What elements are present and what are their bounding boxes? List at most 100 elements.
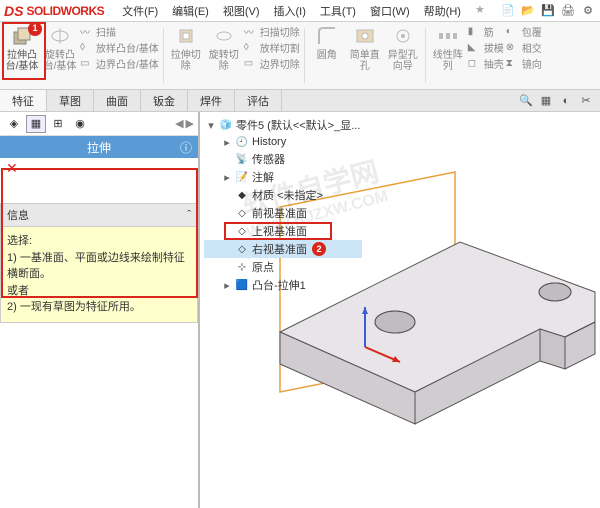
linear-pattern-button[interactable]: 线性阵 列 xyxy=(430,24,466,87)
cut-extrude-label-1: 拉伸切 xyxy=(171,50,201,61)
app-logo: DS SOLIDWORKS xyxy=(4,3,104,19)
tree-sensors[interactable]: 📡 传感器 xyxy=(204,150,362,168)
logo-ds: DS xyxy=(4,3,23,19)
tree-sensors-label: 传感器 xyxy=(252,151,285,167)
cut-revolve-button[interactable]: 旋转切 除 xyxy=(206,24,242,87)
sweep-group: 〰扫描 ◊放样凸台/基体 ▭边界凸台/基体 xyxy=(80,24,159,87)
menu-insert[interactable]: 插入(I) xyxy=(268,1,312,21)
menu-edit[interactable]: 编辑(E) xyxy=(166,1,215,21)
simple-hole-label-2: 孔 xyxy=(360,61,370,72)
view-cube-icon[interactable]: ▦ xyxy=(538,93,554,109)
sweep-button[interactable]: 〰扫描 xyxy=(80,24,159,39)
fillet-label: 圆角 xyxy=(317,50,337,61)
history-icon: 🕘 xyxy=(235,135,249,149)
shell-button[interactable]: ◻抽壳 xyxy=(468,56,504,71)
tab-sketch[interactable]: 草图 xyxy=(47,90,94,111)
simple-hole-label-1: 简单直 xyxy=(350,50,380,61)
menu-window[interactable]: 窗口(W) xyxy=(364,1,416,21)
tree-annotations[interactable]: ▸📝 注解 xyxy=(204,168,362,186)
options-icon[interactable]: ⚙ xyxy=(580,3,596,19)
print-icon[interactable]: 🖨 xyxy=(560,3,576,19)
hole-icon xyxy=(353,24,377,48)
cut-loft-button[interactable]: ◊放样切割 xyxy=(244,40,300,55)
info-header[interactable]: 信息 ˆ xyxy=(0,203,198,227)
sensor-icon: 📡 xyxy=(235,152,249,166)
fillet-icon xyxy=(315,24,339,48)
display-style-icon[interactable]: ◐ xyxy=(558,93,574,109)
menu-tools[interactable]: 工具(T) xyxy=(314,1,362,21)
panel-close-button[interactable]: ✕ xyxy=(0,158,198,179)
panel-next-icon[interactable]: ▶ xyxy=(186,117,194,130)
menu-view[interactable]: 视图(V) xyxy=(217,1,266,21)
tree-material[interactable]: ◆ 材质 <未指定> xyxy=(204,186,362,204)
tree-right-plane[interactable]: ◇ 右视基准面 2 xyxy=(204,240,362,258)
revolve-icon xyxy=(48,24,72,48)
extrude-boss-button[interactable]: 拉伸凸 台/基体 1 xyxy=(4,24,40,87)
collapse-icon[interactable]: ˆ xyxy=(187,209,191,221)
tab-feature[interactable]: 特征 xyxy=(0,90,47,111)
info-body: 选择: 1) 一基准面、平面或边线来绘制特征横断面。 或者 2) 一现有草图为特… xyxy=(0,227,198,323)
view-toolbar: 🔍 ▦ ◐ ✂ xyxy=(518,90,600,111)
wrap-button[interactable]: ◐包覆 xyxy=(506,24,542,39)
pattern-icon xyxy=(436,24,460,48)
menubar-right: 📄 📂 💾 🖨 ⚙ xyxy=(500,3,596,19)
tree-history[interactable]: ▸🕘 History xyxy=(204,134,362,150)
dim-tab-icon[interactable]: ◉ xyxy=(70,115,90,133)
hole-wizard-icon xyxy=(391,24,415,48)
viewport-panel: 软件自学网 WWW.RJZXW.COM ▾ 🧊 零件5 (默认<<默认>_显..… xyxy=(200,112,600,508)
cut-boundary-button[interactable]: ▭边界切除 xyxy=(244,56,300,71)
tree-right-label: 右视基准面 xyxy=(252,241,307,257)
tree-boss-label: 凸台-拉伸1 xyxy=(252,277,306,293)
panel-tab-icons: ◈ ▦ ⊞ ◉ ◀ ▶ xyxy=(0,112,198,136)
tree-root[interactable]: ▾ 🧊 零件5 (默认<<默认>_显... xyxy=(204,116,362,134)
open-icon[interactable]: 📂 xyxy=(520,3,536,19)
hole-wizard-button[interactable]: 异型孔 向导 xyxy=(385,24,421,87)
zoom-fit-icon[interactable]: 🔍 xyxy=(518,93,534,109)
tab-surface[interactable]: 曲面 xyxy=(94,90,141,111)
plane-icon: ◇ xyxy=(235,242,249,256)
tree-origin[interactable]: ⊹ 原点 xyxy=(204,258,362,276)
tab-evaluate[interactable]: 评估 xyxy=(235,90,282,111)
panel-help-icon[interactable]: ⓘ xyxy=(180,139,192,156)
rib-group: ▮筋 ◣拔模 ◻抽壳 xyxy=(468,24,504,87)
fillet-button[interactable]: 圆角 xyxy=(309,24,345,87)
menu-items: 文件(F) 编辑(E) 视图(V) 插入(I) 工具(T) 窗口(W) 帮助(H… xyxy=(116,1,491,21)
expand-icon[interactable]: ▾ xyxy=(206,119,216,132)
menu-file[interactable]: 文件(F) xyxy=(116,1,164,21)
mirror-button[interactable]: ⧗镜向 xyxy=(506,56,542,71)
panel-title-text: 拉伸 xyxy=(87,139,111,156)
draft-button[interactable]: ◣拔模 xyxy=(468,40,504,55)
extrude-label-2: 台/基体 xyxy=(6,61,39,72)
tree-boss-extrude[interactable]: ▸🟦 凸台-拉伸1 xyxy=(204,276,362,294)
section-icon[interactable]: ✂ xyxy=(578,93,594,109)
panel-prev-icon[interactable]: ◀ xyxy=(175,117,183,130)
config-tab-icon[interactable]: ⊞ xyxy=(48,115,68,133)
callout-1-badge: 1 xyxy=(28,22,42,36)
tab-weldment[interactable]: 焊件 xyxy=(188,90,235,111)
property-tab-icon[interactable]: ▦ xyxy=(26,115,46,133)
ribbon-sep-2 xyxy=(304,28,305,83)
ribbon-sep-1 xyxy=(163,28,164,83)
pattern-label-1: 线性阵 xyxy=(433,50,463,61)
rib-button[interactable]: ▮筋 xyxy=(468,24,504,39)
tree-top-plane[interactable]: ◇ 上视基准面 xyxy=(204,222,362,240)
simple-hole-button[interactable]: 简单直 孔 xyxy=(347,24,383,87)
menu-help[interactable]: 帮助(H) xyxy=(418,1,467,21)
tree-front-plane[interactable]: ◇ 前视基准面 xyxy=(204,204,362,222)
revolve-boss-button[interactable]: 旋转凸 台/基体 xyxy=(42,24,78,87)
boundary-button[interactable]: ▭边界凸台/基体 xyxy=(80,56,159,71)
cut-extrude-button[interactable]: 拉伸切 除 xyxy=(168,24,204,87)
feature-tree-tab-icon[interactable]: ◈ xyxy=(4,115,24,133)
new-icon[interactable]: 📄 xyxy=(500,3,516,19)
save-icon[interactable]: 💾 xyxy=(540,3,556,19)
loft-button[interactable]: ◊放样凸台/基体 xyxy=(80,40,159,55)
tab-sheetmetal[interactable]: 钣金 xyxy=(141,90,188,111)
intersect-button[interactable]: ⊗相交 xyxy=(506,40,542,55)
tree-annotations-label: 注解 xyxy=(252,169,274,185)
cut-sweep-button[interactable]: 〰扫描切除 xyxy=(244,24,300,39)
plane-icon: ◇ xyxy=(235,206,249,220)
ribbon-sep-3 xyxy=(425,28,426,83)
cut-extrude-icon xyxy=(174,24,198,48)
info-section: 信息 ˆ 选择: 1) 一基准面、平面或边线来绘制特征横断面。 或者 2) 一现… xyxy=(0,203,198,323)
menu-star[interactable]: ★ xyxy=(469,1,491,21)
